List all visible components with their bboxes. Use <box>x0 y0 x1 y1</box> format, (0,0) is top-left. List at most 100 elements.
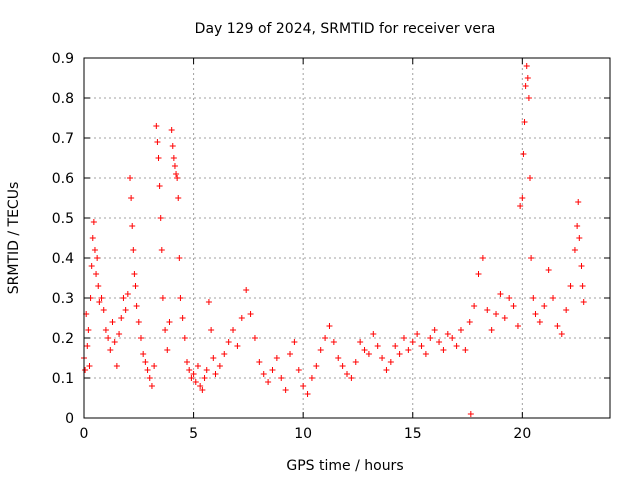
data-point-marker <box>436 339 443 345</box>
data-point-marker <box>95 283 102 289</box>
data-point-marker <box>521 119 528 125</box>
y-tick-label: 0.9 <box>52 51 74 67</box>
y-axis-label: SRMTID / TECUs <box>6 182 22 295</box>
data-point-marker <box>287 351 294 357</box>
data-point-marker <box>322 335 329 341</box>
data-point-marker <box>418 343 425 349</box>
y-tick-label: 0.7 <box>52 131 74 147</box>
data-point-marker <box>194 363 201 369</box>
data-point-marker <box>579 283 586 289</box>
data-point-marker <box>466 319 473 325</box>
data-point-marker <box>506 295 513 301</box>
data-point-marker <box>475 271 482 277</box>
data-point-marker <box>541 303 548 309</box>
data-point-marker <box>370 331 377 337</box>
data-point-marker <box>422 351 429 357</box>
data-point-marker <box>449 335 456 341</box>
data-point-marker <box>100 307 107 313</box>
data-point-marker <box>554 323 561 329</box>
data-point-marker <box>525 95 532 101</box>
data-point-marker <box>545 267 552 273</box>
data-point-marker <box>168 127 175 133</box>
data-point-marker <box>155 155 162 161</box>
data-point-marker <box>374 343 381 349</box>
data-point-marker <box>174 175 181 181</box>
data-point-marker <box>431 327 438 333</box>
y-tick-label: 0 <box>65 411 74 427</box>
data-point-marker <box>467 411 474 417</box>
data-point-marker <box>567 283 574 289</box>
data-point-marker <box>400 335 407 341</box>
data-point-marker <box>176 255 183 261</box>
data-point-marker <box>453 343 460 349</box>
data-point-marker <box>137 335 144 341</box>
data-point-marker <box>519 195 526 201</box>
data-point-marker <box>510 303 517 309</box>
data-point-marker <box>225 339 232 345</box>
data-point-marker <box>144 367 151 373</box>
data-point-marker <box>84 343 91 349</box>
x-tick-label: 0 <box>80 426 89 442</box>
data-points <box>81 63 587 417</box>
data-point-marker <box>190 371 197 377</box>
y-tick-label: 0.6 <box>52 171 74 187</box>
data-point-marker <box>278 375 285 381</box>
data-point-marker <box>128 195 135 201</box>
data-point-marker <box>177 295 184 301</box>
data-point-marker <box>550 295 557 301</box>
data-point-marker <box>158 247 165 253</box>
data-point-marker <box>576 235 583 241</box>
data-point-marker <box>357 339 364 345</box>
data-point-marker <box>166 319 173 325</box>
data-point-marker <box>243 287 250 293</box>
data-point-marker <box>409 339 416 345</box>
data-point-marker <box>151 363 158 369</box>
data-point-marker <box>132 283 139 289</box>
data-point-marker <box>300 383 307 389</box>
data-point-marker <box>574 223 581 229</box>
data-point-marker <box>173 171 180 177</box>
data-point-marker <box>251 335 258 341</box>
data-point-marker <box>256 359 263 365</box>
data-point-marker <box>528 255 535 261</box>
data-point-marker <box>118 315 125 321</box>
data-point-marker <box>188 375 195 381</box>
data-point-marker <box>88 263 95 269</box>
data-point-marker <box>197 383 204 389</box>
chart-title: Day 129 of 2024, SRMTID for receiver ver… <box>195 21 496 37</box>
data-point-marker <box>146 375 153 381</box>
data-point-marker <box>148 383 155 389</box>
data-point-marker <box>210 355 217 361</box>
data-point-marker <box>265 379 272 385</box>
data-point-marker <box>86 363 93 369</box>
data-point-marker <box>107 347 114 353</box>
data-point-marker <box>159 295 166 301</box>
data-point-marker <box>120 295 127 301</box>
data-point-marker <box>116 331 123 337</box>
data-point-marker <box>153 123 160 129</box>
x-axis-ticks: 0 5 10 15 20 <box>80 58 531 442</box>
data-point-marker <box>133 303 140 309</box>
data-point-marker <box>85 327 92 333</box>
data-point-marker <box>142 359 149 365</box>
x-tick-label: 20 <box>513 426 531 442</box>
data-point-marker <box>171 163 178 169</box>
data-point-marker <box>91 247 98 253</box>
data-point-marker <box>129 223 136 229</box>
data-point-marker <box>352 359 359 365</box>
data-point-marker <box>291 339 298 345</box>
data-point-marker <box>575 199 582 205</box>
x-tick-label: 5 <box>189 426 198 442</box>
data-point-marker <box>269 367 276 373</box>
y-tick-label: 0.3 <box>52 291 74 307</box>
data-point-marker <box>90 219 97 225</box>
data-point-marker <box>221 351 228 357</box>
data-point-marker <box>102 327 109 333</box>
data-point-marker <box>140 351 147 357</box>
data-point-marker <box>169 143 176 149</box>
data-point-marker <box>536 319 543 325</box>
data-point-marker <box>260 371 267 377</box>
data-point-marker <box>205 299 212 305</box>
data-point-marker <box>414 331 421 337</box>
